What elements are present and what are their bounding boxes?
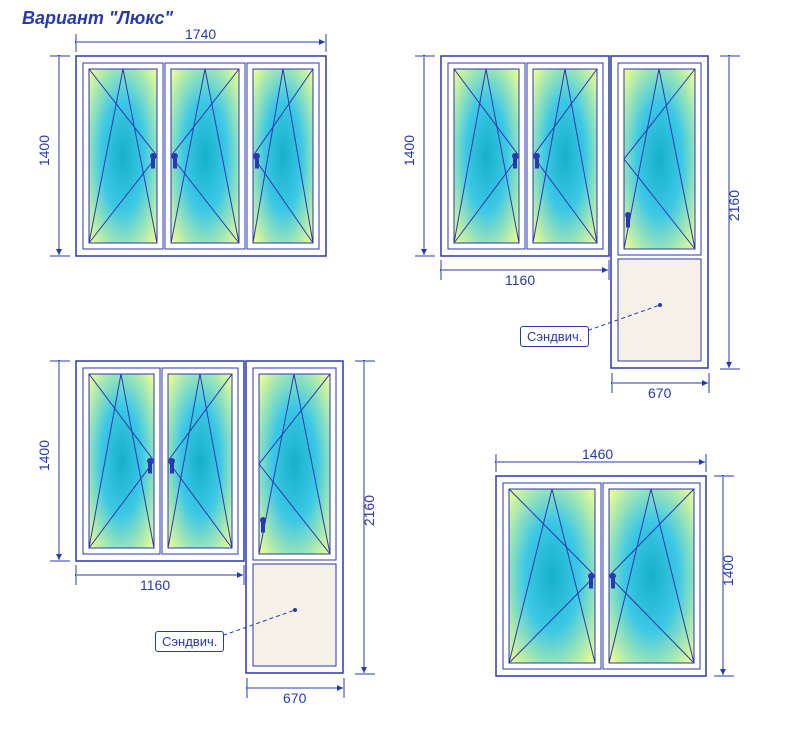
unit-4 (495, 475, 710, 680)
diagram-title: Вариант "Люкс" (22, 8, 173, 29)
unit-3-panel-label: Сэндвич. (155, 631, 224, 652)
unit-2-win-w-label: 1160 (505, 272, 535, 288)
unit-3-win-w-label: 1160 (140, 577, 170, 593)
unit-2-win-h-label: 1400 (401, 135, 417, 166)
unit-4-height-label: 1400 (720, 555, 736, 586)
unit-3-win-h-label: 1400 (36, 440, 52, 471)
unit-1-height-label: 1400 (36, 135, 52, 166)
unit-3-door-w-label: 670 (283, 690, 306, 706)
unit-1-width-label: 1740 (185, 26, 216, 42)
unit-3-door-h-label: 2160 (361, 495, 377, 526)
unit-4-width-label: 1460 (582, 446, 613, 462)
unit-1 (75, 55, 335, 265)
unit-2-door-w-label: 670 (648, 385, 671, 401)
unit-2-door-h-label: 2160 (726, 190, 742, 221)
unit-2-panel-label: Сэндвич. (520, 326, 589, 347)
